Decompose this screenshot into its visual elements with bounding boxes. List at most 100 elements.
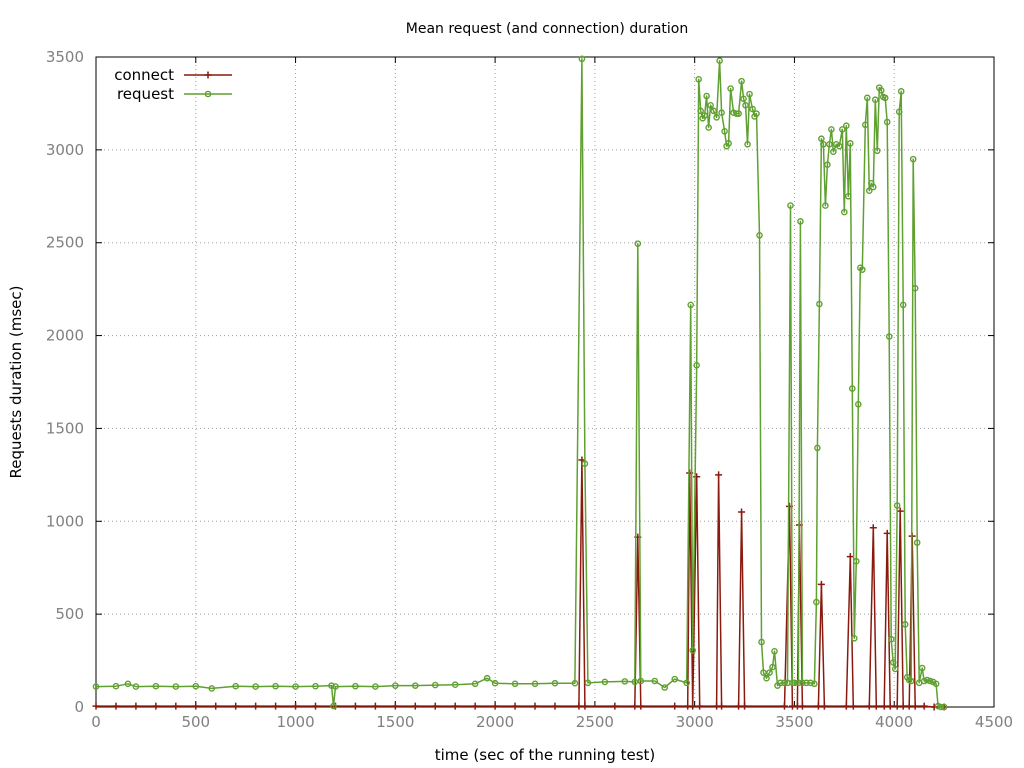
data-point: [843, 122, 850, 130]
data-point: [252, 683, 259, 690]
data-point: [891, 665, 899, 673]
data-point: [483, 674, 491, 682]
data-point: [697, 107, 704, 115]
data-point: [172, 702, 180, 710]
x-tick-label: 1000: [276, 713, 314, 731]
data-point: [693, 473, 701, 481]
data-point: [581, 460, 589, 468]
data-point: [865, 187, 873, 195]
data-point: [899, 702, 907, 710]
data-point: [780, 702, 788, 710]
data-point: [853, 557, 860, 565]
data-point: [791, 679, 798, 687]
data-point: [152, 682, 160, 690]
data-point: [491, 679, 499, 687]
data-point: [799, 679, 806, 687]
data-point: [132, 702, 140, 710]
data-point: [330, 702, 337, 710]
data-point: [887, 635, 895, 643]
data-point: [738, 508, 746, 516]
data-point: [753, 110, 760, 117]
data-point: [696, 702, 704, 710]
data-point: [923, 676, 931, 684]
data-point: [292, 702, 300, 710]
data-point: [920, 702, 928, 710]
data-point: [716, 57, 723, 65]
data-point: [814, 444, 821, 452]
plot-border: [95, 56, 995, 708]
data-point: [849, 385, 856, 392]
y-tick-label: 1000: [46, 512, 84, 530]
data-point: [272, 702, 280, 710]
y-tick-label: 0: [74, 698, 84, 716]
data-point: [312, 702, 320, 710]
data-point: [132, 683, 140, 690]
x-tick-label: 3500: [775, 713, 813, 731]
data-point: [758, 638, 765, 646]
data-point: [880, 702, 888, 710]
data-point: [920, 677, 928, 685]
data-point: [830, 148, 837, 156]
data-point: [893, 702, 901, 710]
data-point: [411, 702, 419, 710]
data-point: [803, 679, 810, 687]
data-point: [777, 679, 784, 687]
data-point: [824, 161, 831, 169]
data-point: [328, 682, 335, 689]
data-point: [451, 681, 459, 689]
data-point: [710, 107, 717, 115]
x-tick-label: 3000: [676, 713, 714, 731]
data-point: [727, 85, 734, 92]
data-point: [861, 121, 869, 129]
data-point: [124, 680, 132, 688]
data-point: [707, 101, 714, 109]
y-tick-label: 1500: [46, 419, 84, 437]
data-point: [930, 703, 938, 711]
data-point: [683, 679, 690, 687]
legend-label-connect: connect: [114, 66, 174, 84]
x-axis-label: time (sec of the running test): [435, 746, 656, 764]
data-point: [713, 114, 720, 121]
data-point: [911, 284, 919, 292]
data-point: [817, 580, 825, 588]
data-point: [721, 127, 728, 135]
data-point: [749, 105, 756, 113]
data-point: [883, 529, 891, 537]
data-point: [292, 683, 299, 690]
data-point: [693, 361, 700, 369]
data-point: [781, 679, 788, 687]
legend-marker-request: [204, 90, 212, 98]
data-point: [877, 87, 885, 94]
data-point: [718, 109, 725, 117]
y-tick-label: 3000: [46, 141, 84, 159]
data-point: [940, 703, 948, 711]
data-point: [312, 682, 319, 690]
data-point: [152, 702, 160, 710]
x-tick-label: 4500: [975, 713, 1013, 731]
data-point: [818, 135, 825, 143]
data-point: [863, 94, 871, 102]
data-point: [431, 702, 439, 710]
data-point: [795, 679, 802, 687]
data-point: [172, 683, 180, 690]
data-point: [511, 702, 519, 710]
data-point: [531, 680, 539, 688]
data-point: [272, 682, 279, 690]
y-tick-label: 500: [55, 605, 84, 623]
data-point: [907, 677, 915, 685]
data-point: [351, 702, 359, 710]
data-point: [661, 684, 669, 691]
data-point: [769, 663, 776, 671]
series-group: [92, 55, 948, 711]
data-point: [909, 155, 917, 163]
data-point: [571, 679, 579, 687]
x-tick-label: 500: [181, 713, 210, 731]
series-line-connect: [96, 459, 945, 708]
data-point: [899, 301, 907, 309]
data-point: [822, 202, 829, 209]
data-point: [826, 140, 833, 148]
data-point: [913, 539, 921, 546]
data-point: [851, 634, 858, 642]
data-point: [841, 208, 848, 216]
